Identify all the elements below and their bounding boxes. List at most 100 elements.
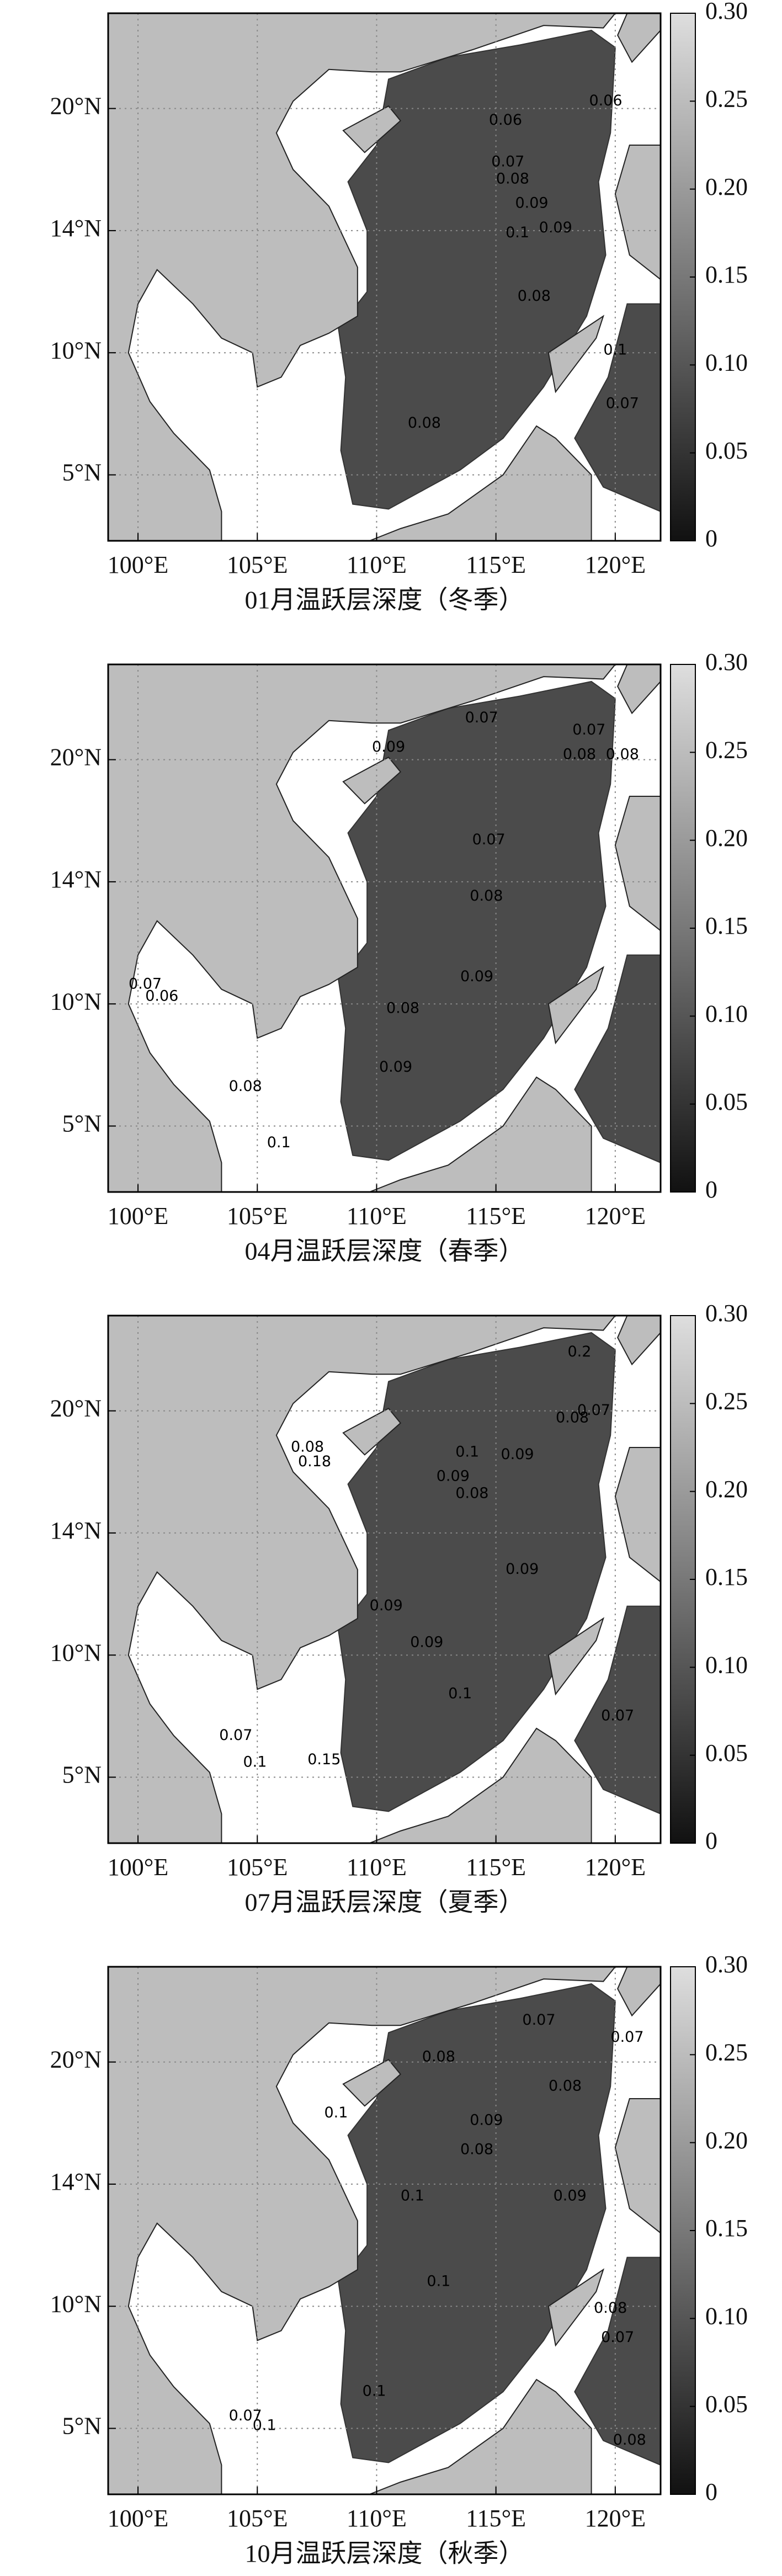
colorbar-tick-label: 0.25	[705, 2039, 748, 2066]
land	[614, 145, 661, 280]
land	[547, 2268, 605, 2347]
contour-label: 0.06	[489, 111, 522, 129]
contour-label: 0.1	[455, 1443, 479, 1460]
colorbar-tick-label: 0.30	[705, 648, 748, 675]
land	[614, 796, 661, 932]
contour-label: 0.09	[437, 1468, 470, 1485]
contour-label: 0.07	[229, 2407, 262, 2424]
y-tick-label: 14°N	[50, 215, 102, 242]
map-frame	[107, 1314, 662, 1844]
contour-label: 0.09	[410, 1634, 443, 1651]
sea-field	[338, 680, 616, 1161]
contour-label: 0.08	[470, 887, 503, 904]
sea-field	[574, 1605, 661, 1814]
contour-label: 0.1	[448, 1685, 472, 1702]
x-tick-label: 100°E	[108, 2505, 168, 2532]
y-tick-label: 10°N	[50, 337, 102, 364]
colorbar-tick-label: 0	[705, 2478, 717, 2505]
colorbar-tick-label: 0.10	[705, 1000, 748, 1027]
contour-label: 0.1	[267, 1134, 291, 1151]
land	[108, 13, 616, 541]
contour-label: 0.07	[129, 975, 162, 992]
contour-label: 0.15	[307, 1751, 341, 1768]
contour-label: 0.1	[506, 224, 529, 241]
contour-label: 0.08	[549, 2077, 582, 2094]
contour-label: 0.2	[568, 1343, 592, 1360]
x-tick-label: 120°E	[585, 1202, 646, 1230]
caption: 10月温跃层深度（秋季）	[245, 2540, 524, 2568]
land	[617, 664, 661, 715]
y-tick-label: 14°N	[50, 2168, 102, 2195]
colorbar-tick-label: 0.05	[705, 1088, 748, 1115]
colorbar-tick-label: 0.25	[705, 1387, 748, 1414]
land	[547, 315, 605, 393]
contour-label: 0.08	[594, 2300, 627, 2317]
y-tick-label: 20°N	[50, 2046, 102, 2073]
contour-label: 0.08	[408, 414, 441, 432]
y-tick-label: 20°N	[50, 744, 102, 771]
contour-label: 0.09	[470, 2111, 503, 2128]
x-tick-label: 105°E	[227, 551, 288, 578]
colorbar-tick-label: 0.05	[705, 437, 748, 464]
colorbar-tick-label: 0.15	[705, 1563, 748, 1590]
y-tick-label: 10°N	[50, 988, 102, 1015]
sea-field	[338, 29, 616, 510]
y-tick-label: 20°N	[50, 1395, 102, 1422]
land	[108, 664, 616, 1192]
colorbar-tick-label: 0.15	[705, 2215, 748, 2242]
y-tick-label: 10°N	[50, 1639, 102, 1666]
y-tick-label: 20°N	[50, 93, 102, 120]
y-tick-label: 5°N	[62, 1110, 102, 1137]
contour-label: 0.1	[243, 1753, 267, 1770]
contour-label: 0.07	[472, 831, 506, 848]
colorbar-tick-label: 0.20	[705, 824, 748, 851]
colorbar-tick-label: 0.10	[705, 349, 748, 376]
colorbar-tick-label: 0.15	[705, 261, 748, 288]
map-area: 0.20.070.080.1 0.090.090.080.090.090.090.…	[108, 1316, 661, 1843]
x-tick-label: 110°E	[347, 551, 407, 578]
map-area: 0.090.070.070.08 0.080.070.080.090.080.09…	[108, 664, 661, 1192]
contour-label: 0.08	[455, 1485, 488, 1502]
x-tick-label: 110°E	[347, 2505, 407, 2532]
sea-field	[574, 303, 661, 512]
contour-label: 0.06	[145, 987, 178, 1004]
x-tick-label: 115°E	[466, 551, 526, 578]
contour-label: 0.08	[563, 746, 596, 763]
colorbar-tick-label: 0.20	[705, 1476, 748, 1503]
contour-label: 0.08	[556, 1409, 589, 1426]
contour-label: 0.08	[422, 2048, 455, 2065]
contour-label: 0.09	[539, 219, 572, 236]
contour-label: 0.07	[601, 1707, 634, 1724]
contour-label: 0.07	[610, 2029, 643, 2046]
x-tick-label: 110°E	[347, 1202, 407, 1230]
land	[369, 425, 592, 541]
colorbar-tick-label: 0.05	[705, 2391, 748, 2418]
contour-label: 0.1	[401, 2188, 424, 2205]
x-tick-label: 110°E	[347, 1854, 407, 1881]
contour-label: 0.08	[613, 2431, 646, 2449]
colorbar-tick-label: 0	[705, 525, 717, 552]
land	[108, 1316, 616, 1843]
caption: 01月温跃层深度（冬季）	[245, 586, 524, 614]
x-tick-label: 120°E	[585, 2505, 646, 2532]
x-tick-label: 100°E	[108, 551, 168, 578]
contour-label: 0.08	[229, 1078, 262, 1095]
land	[369, 1727, 592, 1843]
contour-label: 0.06	[589, 92, 622, 109]
contour-label: 0.09	[370, 1597, 403, 1614]
colorbar-tick-label: 0	[705, 1176, 717, 1203]
y-tick-label: 5°N	[62, 2413, 102, 2440]
x-tick-label: 105°E	[227, 1202, 288, 1230]
colorbar-tick-label: 0.10	[705, 2302, 748, 2329]
contour-label: 0.07	[606, 395, 639, 412]
caption: 07月温跃层深度（夏季）	[245, 1888, 524, 1917]
x-tick-label: 115°E	[466, 1854, 526, 1881]
map-frame	[107, 1966, 662, 2495]
sea-field	[574, 954, 661, 1163]
x-tick-label: 105°E	[227, 2505, 288, 2532]
colorbar-tick-label: 0	[705, 1827, 717, 1854]
contour-label: 0.07	[491, 153, 524, 170]
x-tick-label: 115°E	[466, 2505, 526, 2532]
colorbar-tick-label: 0.05	[705, 1739, 748, 1766]
